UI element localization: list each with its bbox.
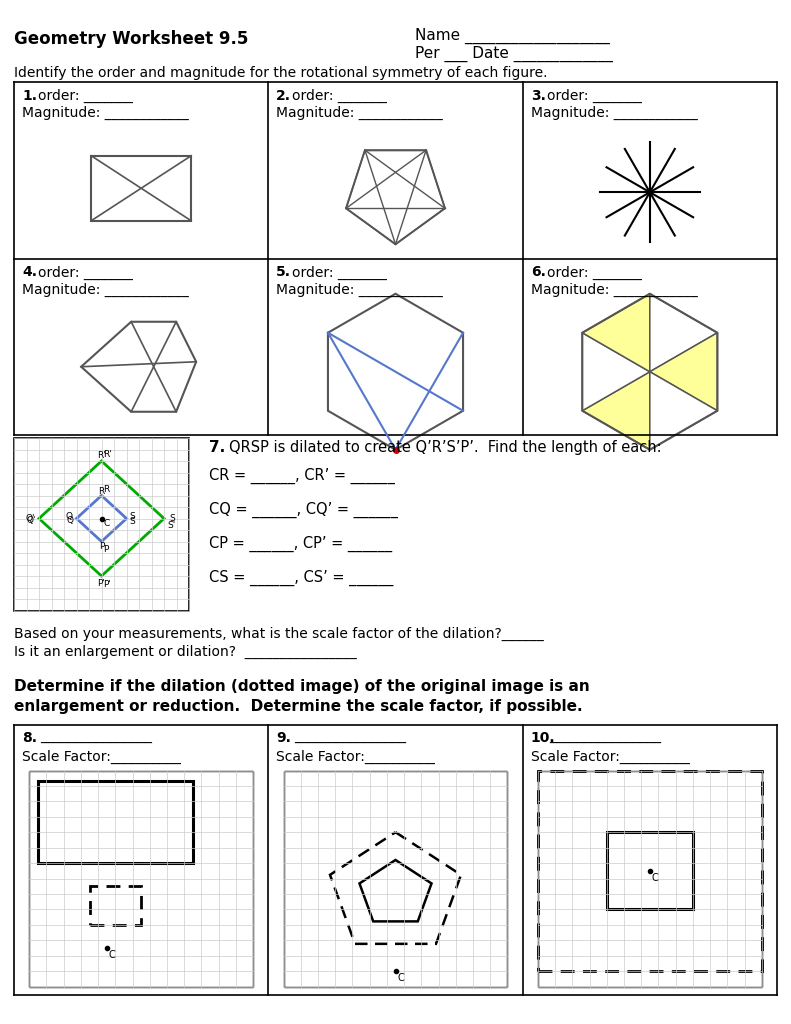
Text: order: _______: order: _______ [293,265,388,280]
Text: Name ___________________: Name ___________________ [415,28,610,44]
Text: order: _______: order: _______ [293,89,388,103]
Bar [14,438,189,610]
Text: Is it an enlargement or dilation?  ________________: Is it an enlargement or dilation? ______… [14,644,357,658]
Text: Identify the order and magnitude for the rotational symmetry of each figure.: Identify the order and magnitude for the… [14,66,547,80]
Text: enlargement or reduction.  Determine the scale factor, if possible.: enlargement or reduction. Determine the … [14,698,583,714]
Bar [538,770,762,986]
Polygon shape [650,372,717,450]
Text: Per ___ Date _____________: Per ___ Date _____________ [415,46,613,62]
Text: Determine if the dilation (dotted image) of the original image is an: Determine if the dilation (dotted image)… [14,679,590,693]
Text: R: R [98,487,104,496]
Bar [91,156,191,221]
Polygon shape [582,372,650,450]
Text: Magnitude: ____________: Magnitude: ____________ [22,283,189,297]
Text: Q': Q' [25,514,35,523]
Text: S: S [130,516,135,525]
Text: R: R [104,484,110,494]
Text: Magnitude: ____________: Magnitude: ____________ [531,106,698,120]
Bar [89,886,141,925]
Text: P': P' [104,580,112,589]
Text: Scale Factor:__________: Scale Factor:__________ [22,750,181,764]
Text: ________________: ________________ [294,730,407,744]
Text: 4.: 4. [22,265,37,280]
Text: P': P' [97,579,105,588]
Text: 7.: 7. [209,440,225,455]
Text: Q: Q [66,516,74,525]
Bar [29,770,253,986]
Text: S: S [130,512,135,521]
Text: ________________: ________________ [40,730,152,744]
Text: QRSP is dilated to create Q’R’S’P’.  Find the length of each:: QRSP is dilated to create Q’R’S’P’. Find… [229,440,661,455]
Text: order: _______: order: _______ [547,89,642,103]
Text: Magnitude: ____________: Magnitude: ____________ [276,283,443,297]
Text: C: C [104,519,110,528]
Text: ________________: ________________ [549,730,660,744]
Text: Scale Factor:__________: Scale Factor:__________ [276,750,435,764]
Text: C: C [108,950,115,959]
Bar [14,438,189,610]
Polygon shape [582,333,650,411]
Text: S': S' [167,521,176,530]
Bar [284,770,507,986]
Text: CP = ______, CP’ = ______: CP = ______, CP’ = ______ [209,536,392,552]
Text: 3.: 3. [531,89,546,103]
Bar [538,770,762,971]
Text: 9.: 9. [276,730,291,744]
Text: 6.: 6. [531,265,546,280]
Text: 10.: 10. [531,730,555,744]
Text: R': R' [97,452,106,461]
Text: Q: Q [66,512,73,521]
Bar [38,781,193,863]
Text: 1.: 1. [22,89,37,103]
Text: Magnitude: ____________: Magnitude: ____________ [22,106,189,120]
Text: Scale Factor:__________: Scale Factor:__________ [531,750,690,764]
Text: P: P [104,545,109,554]
Text: order: _______: order: _______ [38,89,133,103]
Text: 8.: 8. [22,730,37,744]
Text: P: P [99,542,104,551]
Polygon shape [650,333,717,411]
Text: Magnitude: ____________: Magnitude: ____________ [276,106,443,120]
Text: 5.: 5. [276,265,291,280]
Text: C: C [398,973,404,983]
Polygon shape [650,294,717,372]
Text: CQ = ______, CQ’ = ______: CQ = ______, CQ’ = ______ [209,502,398,518]
Text: 2.: 2. [276,89,291,103]
Text: CR = ______, CR’ = ______: CR = ______, CR’ = ______ [209,468,395,484]
Text: Geometry Worksheet 9.5: Geometry Worksheet 9.5 [14,30,248,48]
Text: order: _______: order: _______ [547,265,642,280]
Text: Based on your measurements, what is the scale factor of the dilation?______: Based on your measurements, what is the … [14,627,543,641]
Bar [29,770,253,986]
Polygon shape [582,294,650,372]
Text: S: S [169,514,175,523]
Text: R': R' [104,450,112,459]
Text: C: C [652,872,659,883]
Bar [538,770,762,986]
Text: Magnitude: ____________: Magnitude: ____________ [531,283,698,297]
Bar [607,833,693,909]
Text: CS = ______, CS’ = ______: CS = ______, CS’ = ______ [209,570,393,586]
Text: Q': Q' [27,516,36,525]
Bar [284,770,507,986]
Text: order: _______: order: _______ [38,265,133,280]
